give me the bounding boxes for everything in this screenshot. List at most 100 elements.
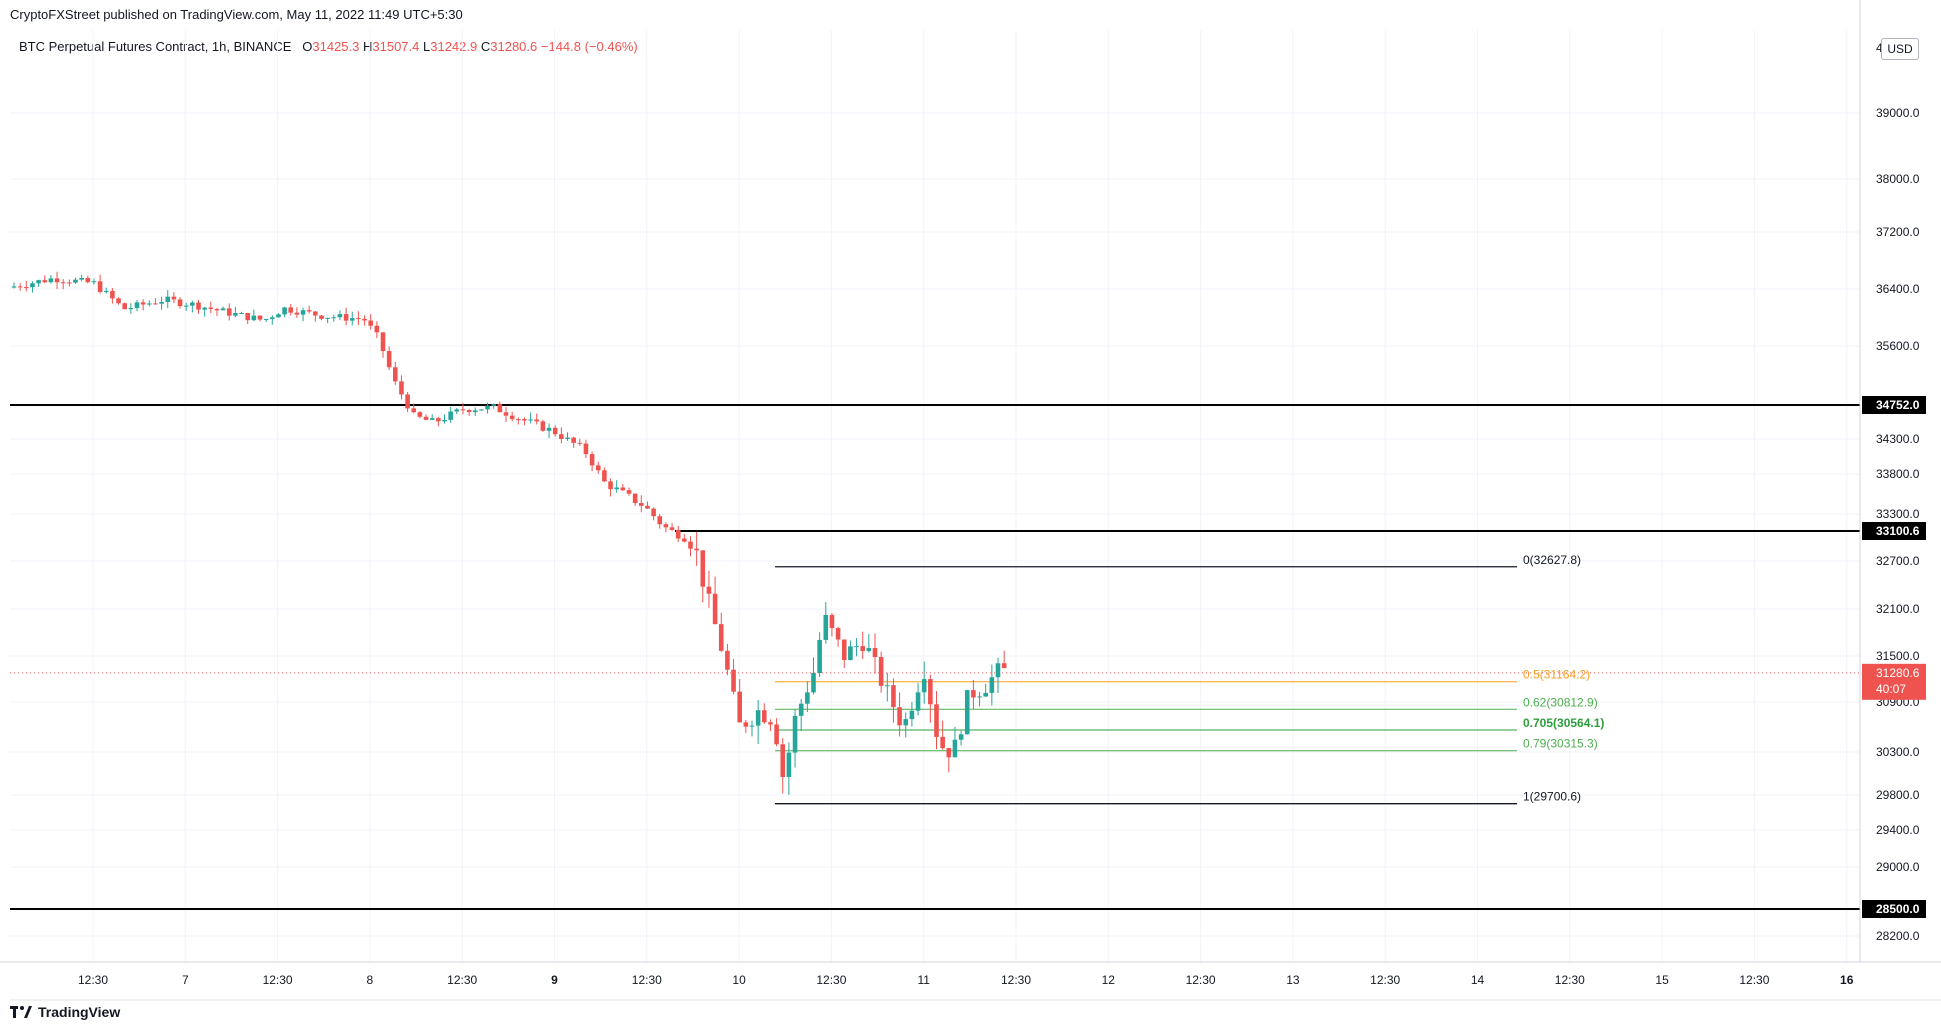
candle-body [891,685,896,708]
candle-body [405,394,410,409]
candle-body [85,277,91,283]
candle-body [479,409,484,411]
candle-body [528,419,533,421]
candle-body [103,290,109,292]
candle-body [632,493,638,504]
grid [10,30,1860,962]
candle-body [116,298,121,304]
candle-body [60,282,66,284]
candle-body [276,314,281,318]
x-tick-label: 12:30 [1370,973,1400,987]
horizontal-levels [10,404,1860,910]
x-tick-label: 12 [1102,973,1116,987]
candle-body [774,724,779,745]
level-price-label: 34752.0 [1876,398,1920,412]
y-tick-label: 29800.0 [1876,788,1920,802]
candle-body [614,487,619,490]
candle-body [1001,663,1007,669]
tradingview-logo[interactable]: TradingView [10,1004,120,1020]
x-tick-label: 12:30 [263,973,293,987]
candle-body [448,411,453,420]
candle-body [374,325,380,333]
fib-label: 1(29700.6) [1523,790,1581,804]
y-tick-label: 37200.0 [1876,225,1920,239]
candle-body [147,303,152,305]
candle-body [306,310,312,312]
candle-body [24,287,29,289]
close-label: C [480,39,491,54]
fib-label: 0.5(31164.2) [1523,668,1590,682]
candle-body [196,302,201,310]
level-price-label: 28500.0 [1876,902,1920,916]
candle-body [349,318,355,321]
y-tick-label: 30300.0 [1876,745,1920,759]
x-tick-label: 16 [1840,973,1854,987]
candle-body [817,639,822,673]
candle-body [300,310,306,315]
close-value: 31280.6 [490,39,538,54]
candle-body [411,408,417,413]
candle-body [423,416,429,420]
y-tick-label: 29000.0 [1876,860,1920,874]
candle-body [946,748,952,758]
candle-body [79,277,84,280]
candle-body [928,679,933,705]
y-tick-label: 39000.0 [1876,106,1920,120]
fib-label: 0.705(30564.1) [1523,716,1604,730]
candles [11,271,1007,795]
candle-body [805,692,810,704]
candle-body [540,421,546,431]
y-tick-label: 35600.0 [1876,339,1920,353]
candle-body [356,318,361,320]
candle-body [54,278,60,283]
candle-body [325,317,330,319]
ohlc-legend: BTC Perpetual Futures Contract, 1h, BINA… [19,39,638,54]
x-tick-label: 12:30 [1001,973,1031,987]
candle-body [725,650,730,670]
candle-body [331,317,337,319]
candle-body [73,279,78,283]
open-value: 31425.3 [312,39,360,54]
candle-body [577,442,583,444]
candle-body [226,308,232,316]
candle-body [202,307,207,310]
candle-body [30,283,35,288]
candle-body [257,315,263,320]
y-tick-label: 38000.0 [1876,172,1920,186]
candle-body [639,503,644,506]
candle-body [546,427,552,431]
candle-body [786,752,792,777]
candle-body [737,691,742,723]
candle-body [811,672,816,693]
candle-body [466,410,472,413]
candle-body [780,744,786,777]
candle-body [67,282,72,284]
candle-body [491,404,496,406]
x-tick-label: 10 [732,973,746,987]
fibonacci-retracement[interactable]: 0(32627.8) 0.5(31164.2) 0.62(30812.9) 0.705… [775,553,1604,805]
candle-body [964,690,970,735]
candle-body [497,404,503,413]
x-tick-label: 12:30 [1739,973,1769,987]
countdown-label: 40:07 [1876,682,1906,696]
candle-body [436,418,441,422]
candle-body [565,437,570,439]
level-price-tag [1862,522,1926,540]
candle-body [755,710,761,726]
x-tick-label: 13 [1286,973,1300,987]
change-value: −144.8 (−0.46%) [540,39,638,54]
candle-body [17,286,23,288]
candle-body [48,278,54,283]
candle-body [663,524,669,528]
candle-body [608,481,613,490]
candle-body [872,647,878,658]
x-tick-label: 8 [367,973,374,987]
symbol-name[interactable]: BTC Perpetual Futures Contract, 1h, BINA… [19,39,292,54]
candle-body [472,410,478,413]
candle-body [848,646,853,661]
candle-body [718,624,724,651]
currency-button[interactable]: USD [1881,38,1919,60]
x-tick-label: 12:30 [632,973,662,987]
candle-body [571,437,576,443]
